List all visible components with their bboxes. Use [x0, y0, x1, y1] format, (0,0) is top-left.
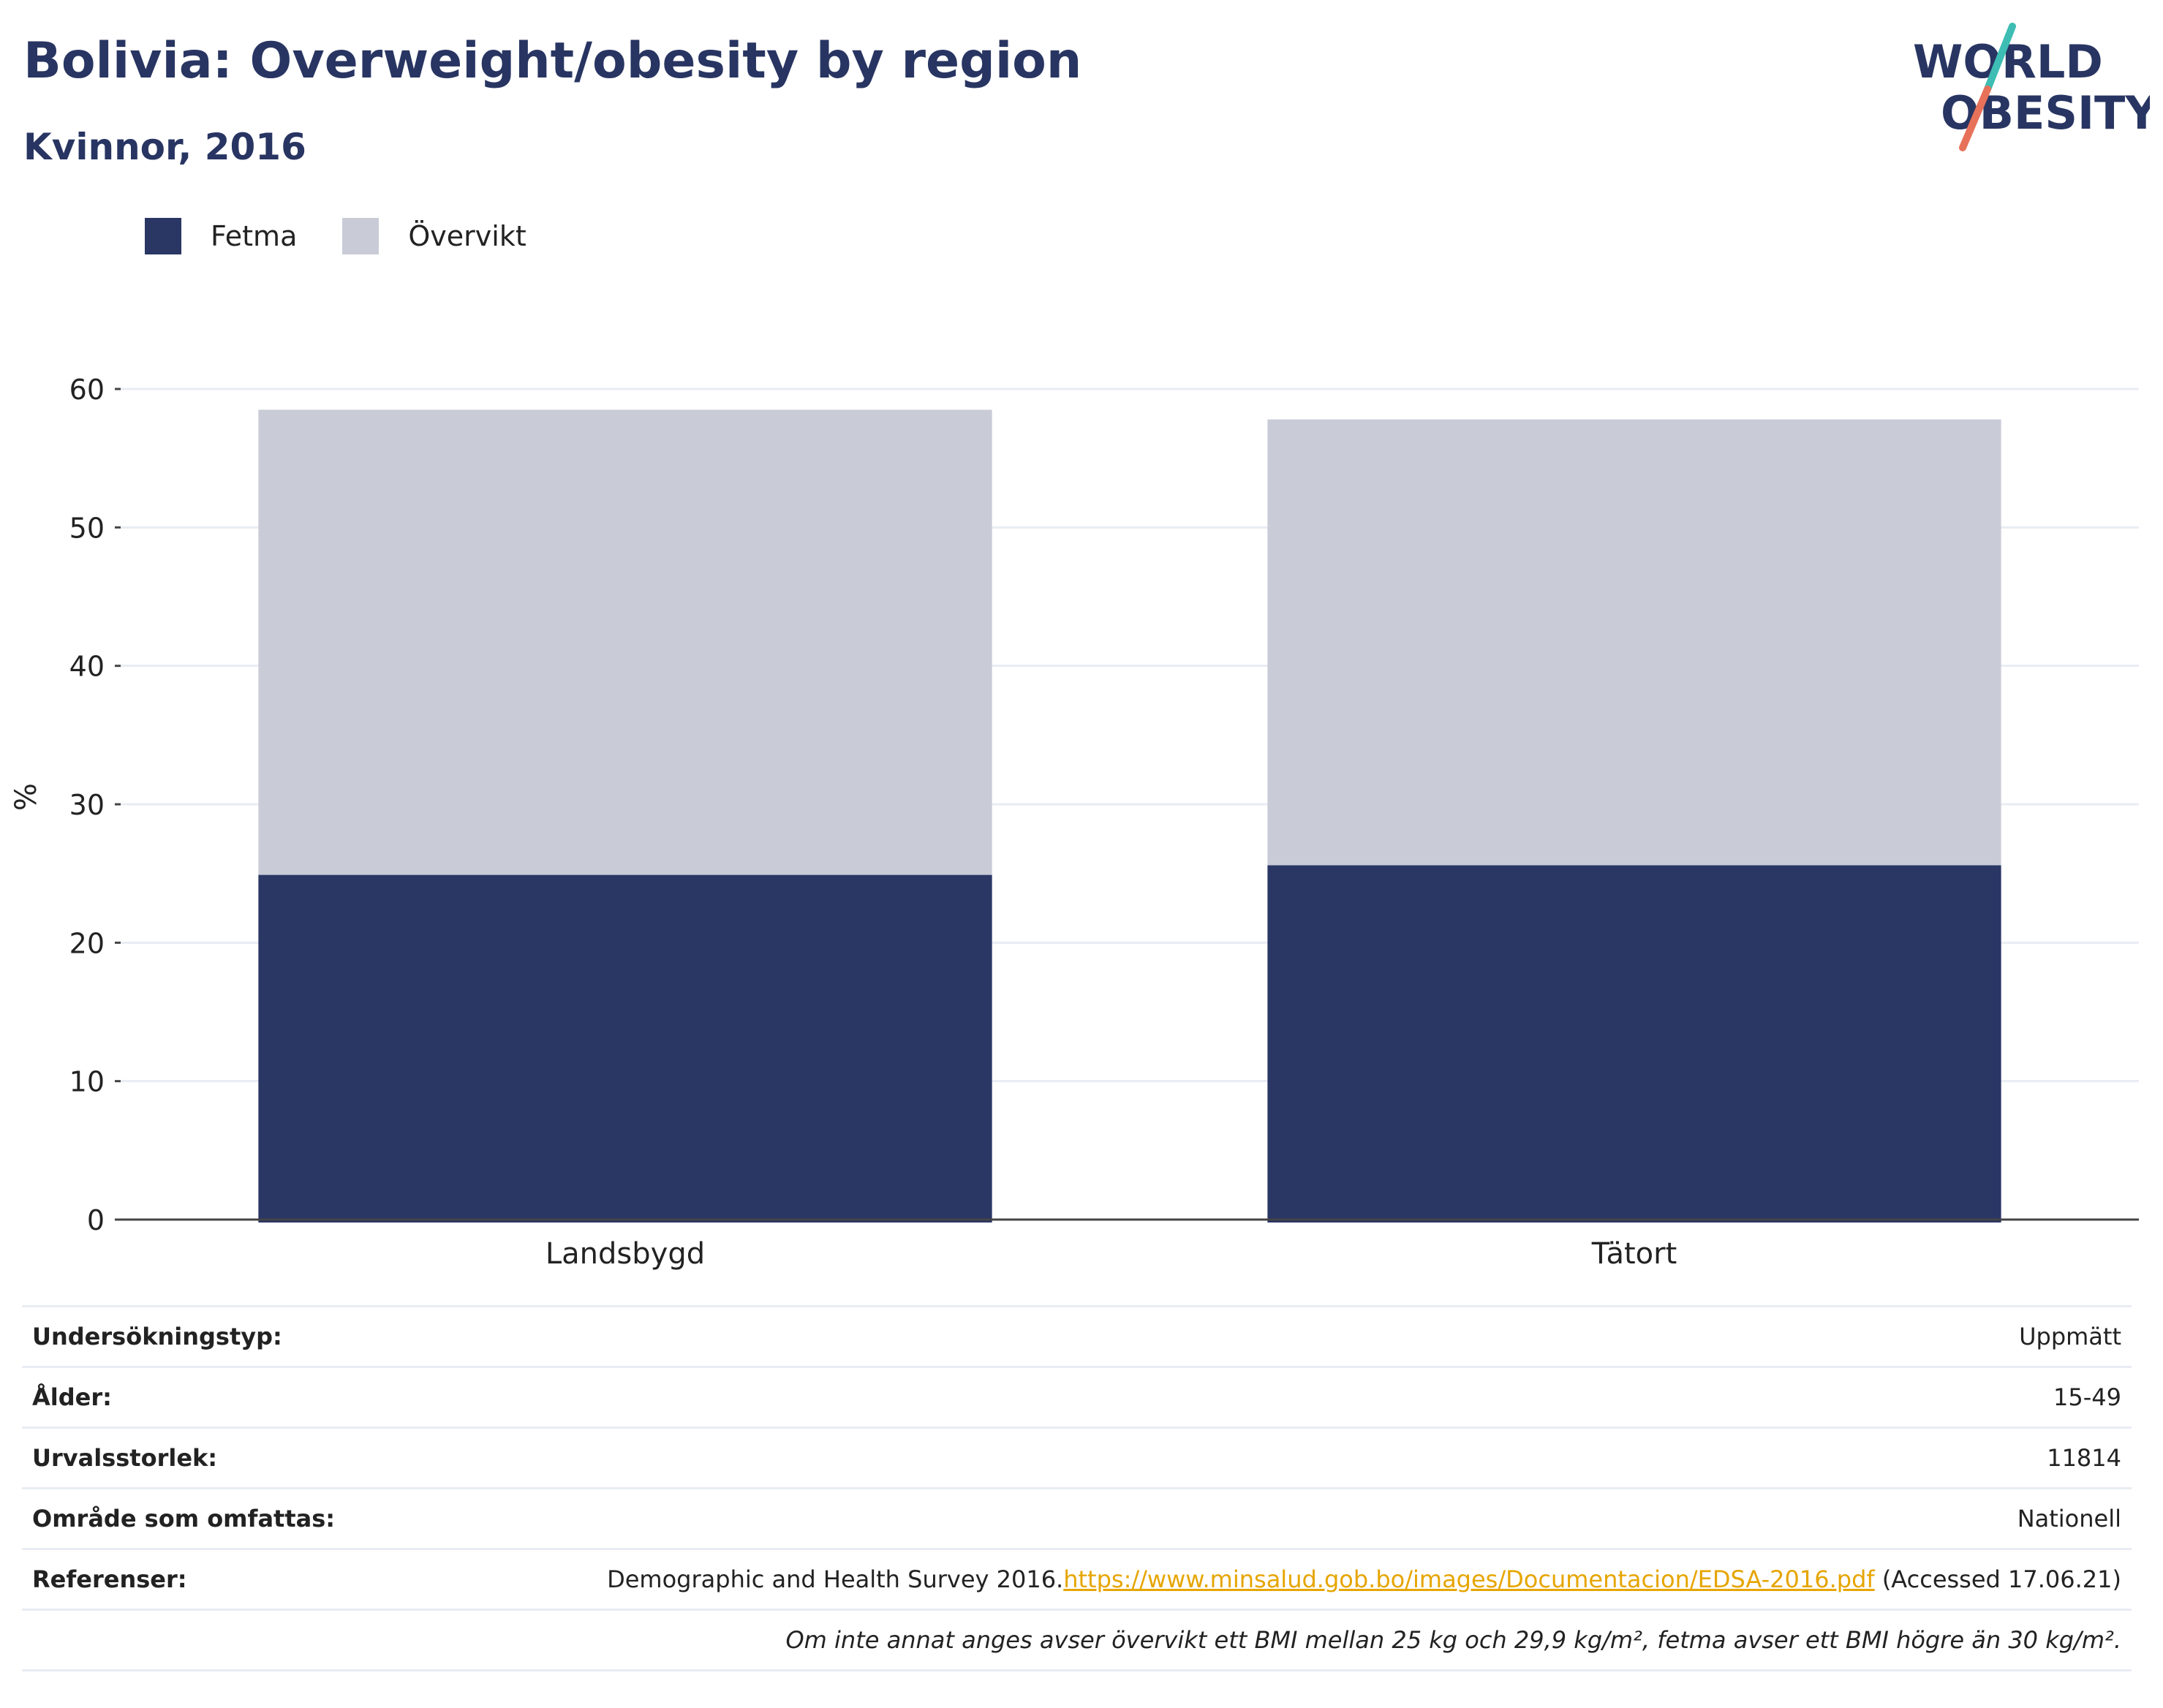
info-key: Ålder: — [22, 1367, 389, 1429]
info-row-note: Om inte annat anges avser övervikt ett B… — [22, 1609, 2132, 1671]
legend-item-fetma[interactable]: Fetma — [145, 218, 297, 254]
info-value: 11814 — [388, 1427, 2132, 1489]
y-tick-label: 0 — [87, 1204, 105, 1236]
reference-link[interactable]: https://www.minsalud.gob.bo/images/Docum… — [1063, 1565, 1875, 1593]
y-tick-label: 10 — [69, 1066, 105, 1098]
info-row-references: Referenser: Demographic and Health Surve… — [22, 1549, 2132, 1611]
legend-label-fetma: Fetma — [211, 220, 298, 252]
chart-title: Bolivia: Overweight/obesity by region — [23, 32, 1082, 90]
bars — [258, 409, 2001, 1223]
x-tick-label: Tätort — [1591, 1237, 1677, 1271]
info-value: 15-49 — [388, 1367, 2132, 1429]
logo-slash-bottom — [1959, 86, 1991, 151]
chart-legend: Fetma Övervikt — [145, 216, 572, 257]
info-key: Referenser: — [22, 1549, 389, 1611]
bar-chart: 0 10 20 30 40 50 60 Landsbygd Tätort — [69, 374, 2139, 1271]
info-row-coverage: Område som omfattas: Nationell — [22, 1488, 2132, 1550]
y-tick-label: 40 — [69, 651, 105, 683]
bar-overvikt[interactable] — [1267, 419, 2001, 866]
legend-label-overvikt: Övervikt — [408, 220, 526, 252]
bar-fetma[interactable] — [258, 874, 992, 1223]
info-key: Undersökningstyp: — [22, 1305, 389, 1368]
info-row-sample-size: Urvalsstorlek: 11814 — [22, 1427, 2132, 1489]
bar-overvikt[interactable] — [258, 409, 992, 875]
reference-accessed: (Accessed 17.06.21) — [1874, 1565, 2121, 1593]
axes: 0 10 20 30 40 50 60 Landsbygd Tätort — [69, 374, 2139, 1271]
chart-subtitle: Kvinnor, 2016 — [23, 126, 306, 168]
bmi-note: Om inte annat anges avser övervikt ett B… — [22, 1609, 2132, 1671]
world-obesity-logo: WORLD OBESITY — [1913, 23, 2150, 151]
x-tick-label: Landsbygd — [546, 1237, 705, 1271]
info-row-survey-type: Undersökningstyp: Uppmätt — [22, 1305, 2132, 1368]
references-value: Demographic and Health Survey 2016.https… — [388, 1549, 2132, 1611]
info-key: Urvalsstorlek: — [22, 1427, 389, 1489]
y-tick-label: 20 — [69, 927, 105, 959]
logo-slash-top — [1984, 23, 2016, 93]
info-key: Område som omfattas: — [22, 1488, 389, 1550]
legend-swatch-fetma — [145, 218, 181, 254]
reference-text: Demographic and Health Survey 2016. — [607, 1565, 1064, 1593]
info-value: Nationell — [388, 1488, 2132, 1550]
info-row-age: Ålder: 15-49 — [22, 1367, 2132, 1429]
info-value: Uppmätt — [388, 1305, 2132, 1368]
y-tick-label: 30 — [69, 789, 105, 821]
legend-item-overvikt[interactable]: Övervikt — [342, 218, 526, 254]
bar-fetma[interactable] — [1267, 865, 2001, 1223]
y-tick-label: 50 — [69, 512, 105, 544]
y-tick-label: 60 — [69, 374, 105, 406]
legend-swatch-overvikt — [342, 218, 380, 254]
survey-info-table: Undersökningstyp: Uppmätt Ålder: 15-49 U… — [22, 1305, 2132, 1671]
